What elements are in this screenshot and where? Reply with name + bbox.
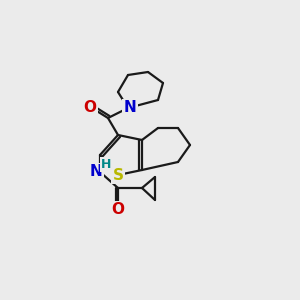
Text: S: S [112,167,124,182]
Text: H: H [101,158,111,170]
Text: O: O [112,202,124,217]
Text: N: N [90,164,102,179]
Text: O: O [83,100,97,116]
Text: N: N [124,100,136,116]
